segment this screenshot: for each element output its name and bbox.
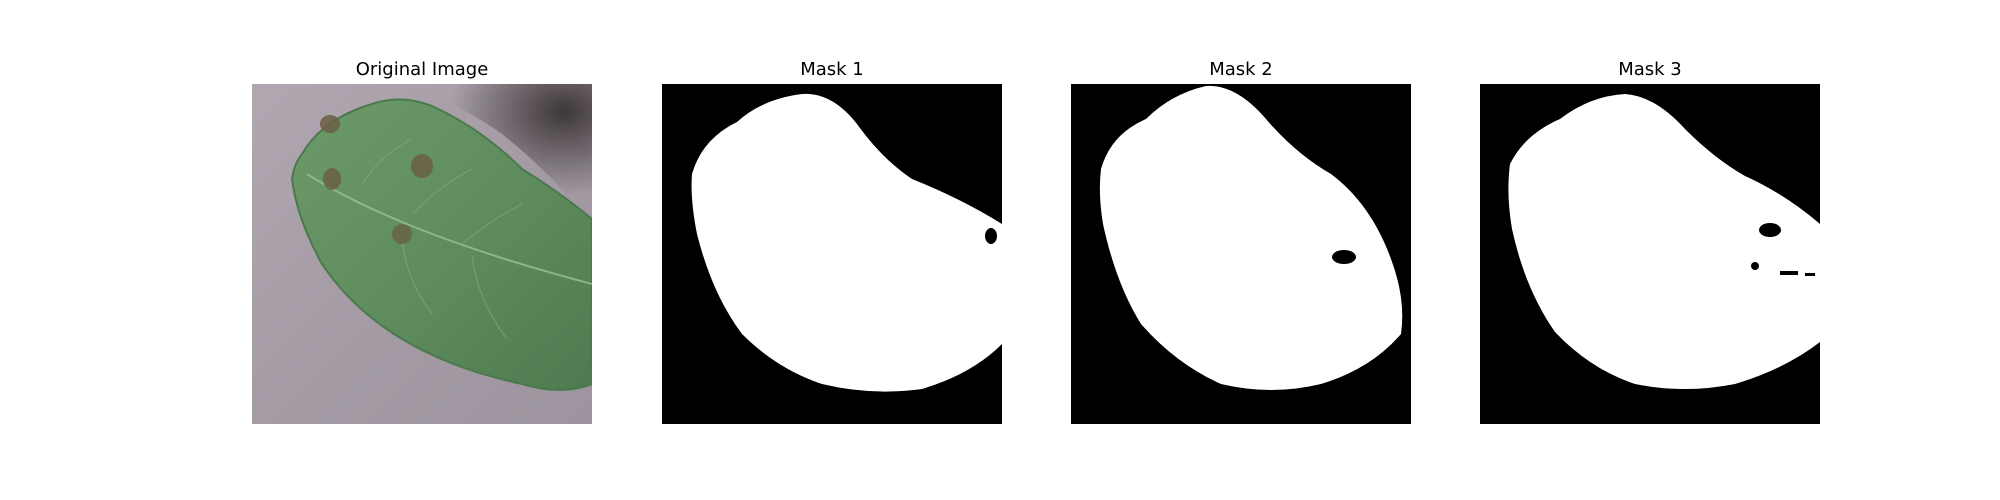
mask-foreground: [1099, 85, 1403, 390]
mask-hole: [1805, 273, 1815, 276]
leaf-spot: [392, 224, 412, 244]
panel-mask-2: Mask 2: [1071, 58, 1411, 440]
original-leaf-image: [252, 84, 592, 424]
panel-mask-3: Mask 3: [1480, 58, 1820, 440]
panel-title: Original Image: [355, 59, 489, 80]
mask-hole: [1780, 271, 1798, 275]
mask-hole: [1332, 250, 1356, 264]
mask-1-image: [662, 84, 1002, 424]
leaf-spot: [323, 168, 341, 190]
leaf-veins: [361, 138, 523, 340]
panel-mask-1: Mask 1: [662, 58, 1002, 440]
leaf: [290, 98, 592, 391]
panel-title: Mask 1: [800, 59, 864, 80]
mask-2-image: [1071, 84, 1411, 424]
mask-hole: [1759, 223, 1781, 237]
panel-title: Mask 2: [1209, 59, 1273, 80]
panel-original-image: Original Image: [252, 58, 592, 440]
mask-hole: [985, 228, 997, 244]
leaf-spot: [411, 154, 433, 178]
mask-3-image: [1480, 84, 1820, 424]
leaf-spot: [320, 115, 340, 133]
leaf-shadow: [402, 84, 592, 224]
mask-foreground: [1508, 94, 1820, 389]
mask-hole: [1751, 262, 1759, 270]
mask-foreground: [691, 93, 1002, 392]
panel-title: Mask 3: [1618, 59, 1682, 80]
